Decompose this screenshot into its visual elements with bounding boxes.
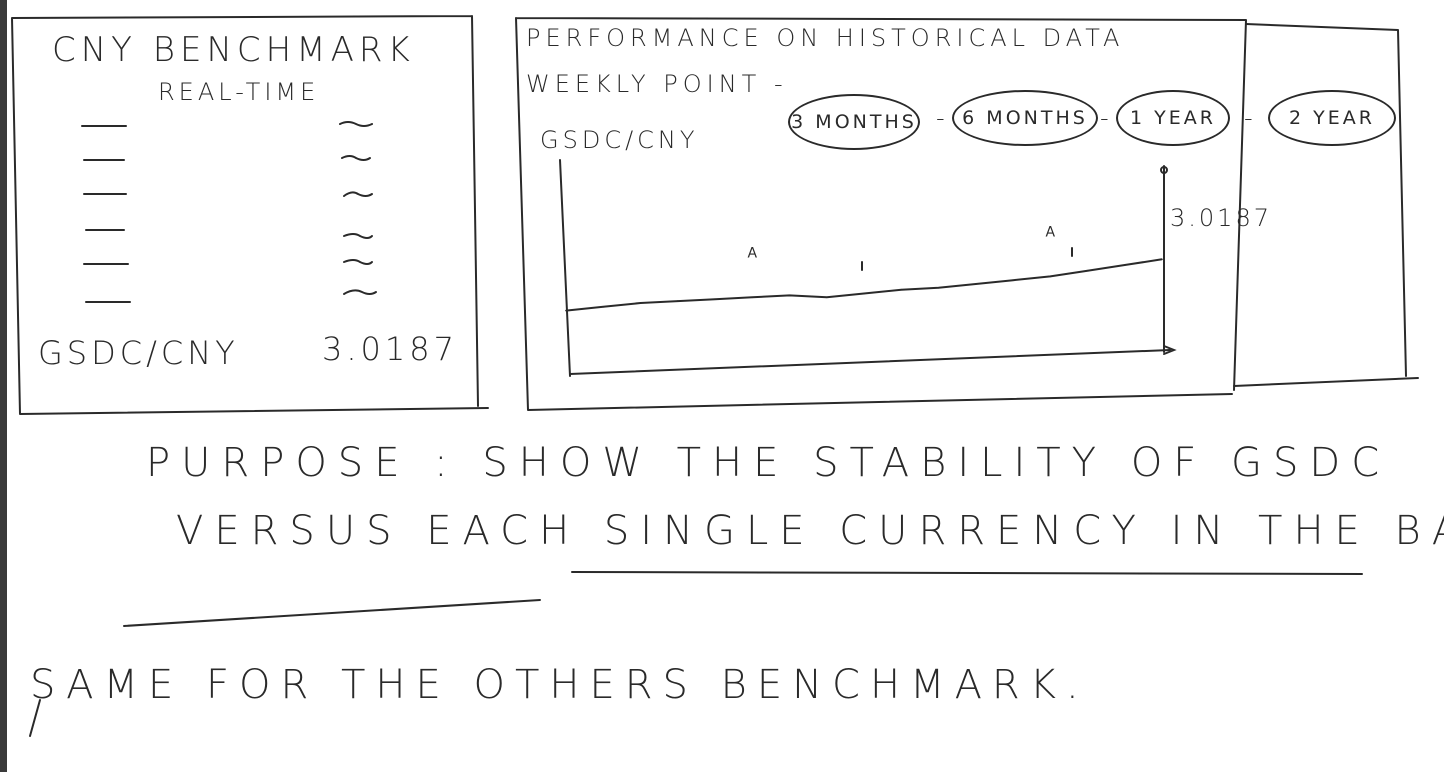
footer-bracket	[29, 699, 41, 737]
chart-point	[900, 288, 903, 291]
left-panel-pair: GSDC/CNY	[38, 334, 239, 372]
chart-point	[639, 302, 642, 304]
left-panel-label-placeholders	[81, 125, 131, 303]
chart-point	[602, 306, 605, 308]
scan-edge	[0, 0, 7, 772]
chart-axis-arrow	[1163, 345, 1177, 355]
left-panel-title: CNY BENCHMARK	[52, 30, 415, 70]
range-separator: -	[1100, 104, 1116, 132]
left-panel-subtitle: REAL-TIME	[158, 78, 320, 106]
chart-point	[788, 294, 791, 297]
chart-marker-label: A	[1046, 224, 1056, 240]
range-separator: -	[1244, 104, 1260, 132]
range-2-year-button[interactable]: 2 YEAR	[1268, 90, 1396, 146]
chart-series-line	[565, 258, 1163, 312]
chart-point	[565, 309, 567, 312]
chart-x-axis	[569, 349, 1171, 375]
purpose-underline-1	[571, 571, 1363, 575]
extra-panel-frame	[1233, 23, 1419, 387]
chart-panel-pair: GSDC/CNY	[540, 126, 699, 154]
purpose-underline-2	[123, 599, 541, 627]
chart-panel-subtitle: WEEKLY POINT -	[526, 70, 788, 98]
chart-panel-title: PERFORMANCE ON HISTORICAL DATA	[526, 24, 1125, 52]
range-1-year-button[interactable]: 1 YEAR	[1116, 90, 1230, 146]
chart-panel-frame	[515, 17, 1247, 411]
chart-y-axis-left	[559, 159, 571, 377]
chart-series-group	[565, 258, 1163, 312]
range-6-months-button[interactable]: 6 MONTHS	[952, 90, 1098, 146]
chart-point	[751, 296, 754, 299]
left-panel-value-placeholders	[339, 121, 377, 295]
chart-current-value: 3.0187	[1170, 204, 1272, 232]
chart-axis-end-dot	[1160, 166, 1168, 174]
purpose-line-2: VERSUS EACH SINGLE CURRENCY IN THE BASKE…	[176, 508, 1444, 554]
chart-point	[714, 298, 716, 301]
left-panel-rate: 3.0187	[322, 330, 458, 368]
chart-point	[1049, 275, 1052, 278]
chart-point	[1161, 258, 1163, 261]
purpose-line-1: PURPOSE : SHOW THE STABILITY OF GSDC	[146, 440, 1391, 486]
chart-point	[975, 283, 977, 285]
range-separator: -	[936, 104, 952, 132]
chart-point	[863, 292, 865, 295]
chart-point	[1124, 264, 1126, 266]
chart-point	[826, 296, 828, 299]
chart-point	[1012, 279, 1014, 282]
left-panel-frame	[11, 15, 489, 415]
footer-note: SAME FOR THE OTHERS BENCHMARK.	[30, 662, 1089, 708]
chart-markers-group: AA	[748, 224, 1056, 261]
chart-point	[937, 287, 940, 289]
chart-point	[1086, 269, 1089, 272]
chart-marker-label: A	[748, 245, 758, 261]
chart-point	[677, 300, 679, 302]
range-3-months-button[interactable]: 3 MONTHS	[788, 94, 920, 150]
